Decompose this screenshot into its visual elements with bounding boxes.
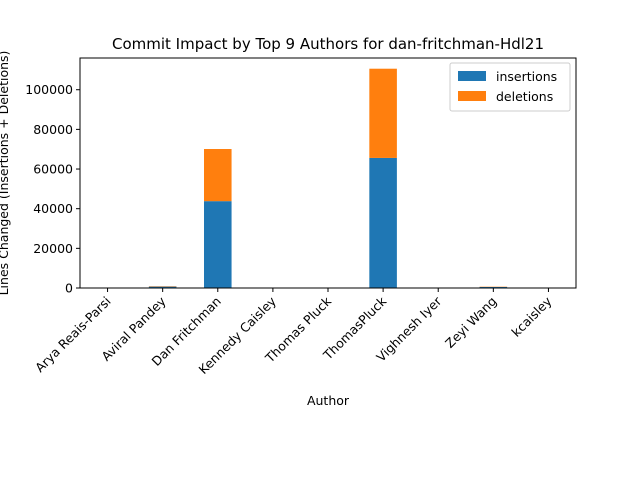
y-axis-label: Lines Changed (Insertions + Deletions)	[0, 51, 11, 296]
bar-insertions-1	[148, 286, 177, 288]
chart-title: Commit Impact by Top 9 Authors for dan-f…	[112, 35, 544, 53]
y-axis-ticks: 0 20000 40000 60000 80000 100000	[25, 82, 80, 296]
bar-insertions-5	[369, 157, 397, 288]
bar-deletions-2	[204, 149, 232, 202]
legend-label-insertions: insertions	[496, 69, 557, 84]
y-tick-label: 100000	[25, 82, 73, 97]
x-axis-label: Author	[307, 393, 350, 408]
bar-deletions-5	[369, 68, 397, 158]
legend-swatch-deletions	[458, 91, 486, 101]
legend-swatch-insertions	[458, 71, 486, 81]
y-tick-label: 60000	[33, 162, 73, 177]
y-tick-label: 20000	[33, 241, 73, 256]
legend-label-deletions: deletions	[496, 89, 553, 104]
y-tick-label: 0	[65, 281, 73, 296]
plot-frame	[79, 57, 577, 289]
bars-group	[93, 68, 563, 288]
bar-insertions-2	[204, 201, 232, 288]
y-tick-label: 40000	[33, 201, 73, 216]
y-tick-label: 80000	[33, 122, 73, 137]
legend: insertions deletions	[449, 62, 571, 112]
